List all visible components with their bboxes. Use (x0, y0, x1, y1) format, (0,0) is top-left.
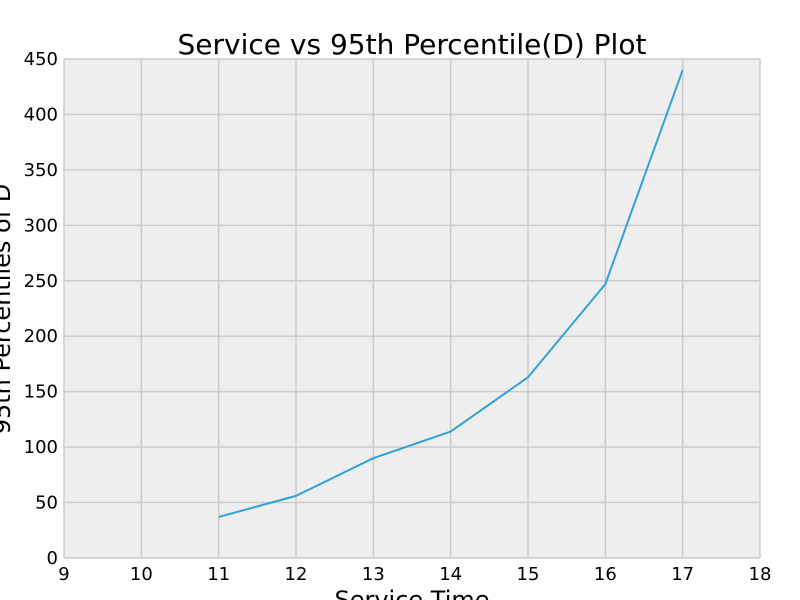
series-layer (218, 69, 684, 518)
y-tick-label-450: 450 (24, 49, 58, 70)
x-tick-label-18: 18 (749, 564, 772, 585)
y-tick-label-350: 350 (24, 160, 58, 181)
x-tick-label-17: 17 (671, 564, 694, 585)
y-tick-label-400: 400 (24, 104, 58, 125)
x-tick-label-10: 10 (130, 564, 153, 585)
y-tick-labels: 0 50 100 150 200 250 300 350 400 450 (24, 49, 58, 569)
y-tick-label-150: 150 (24, 382, 58, 403)
x-axis-label: Service Time (334, 586, 489, 600)
y-tick-label-100: 100 (24, 437, 58, 458)
y-tick-label-250: 250 (24, 271, 58, 292)
y-tick-label-0: 0 (47, 548, 58, 569)
plot-area-background (64, 59, 760, 558)
x-tick-label-14: 14 (439, 564, 462, 585)
x-tick-label-11: 11 (207, 564, 230, 585)
y-axis-label: 95th Percentiles of D (0, 184, 16, 435)
y-grid-lines (64, 58, 760, 559)
x-tick-label-15: 15 (517, 564, 540, 585)
y-tick-label-200: 200 (24, 326, 58, 347)
y-tick-label-50: 50 (35, 493, 58, 514)
x-tick-label-9: 9 (58, 564, 69, 585)
chart-title: Service vs 95th Percentile(D) Plot (178, 28, 647, 61)
x-tick-label-16: 16 (594, 564, 617, 585)
x-tick-label-12: 12 (285, 564, 308, 585)
y-tick-label-300: 300 (24, 215, 58, 236)
x-grid-lines (63, 59, 761, 558)
x-tick-label-13: 13 (362, 564, 385, 585)
x-tick-labels: 9 10 11 12 13 14 15 16 17 18 (58, 564, 771, 585)
